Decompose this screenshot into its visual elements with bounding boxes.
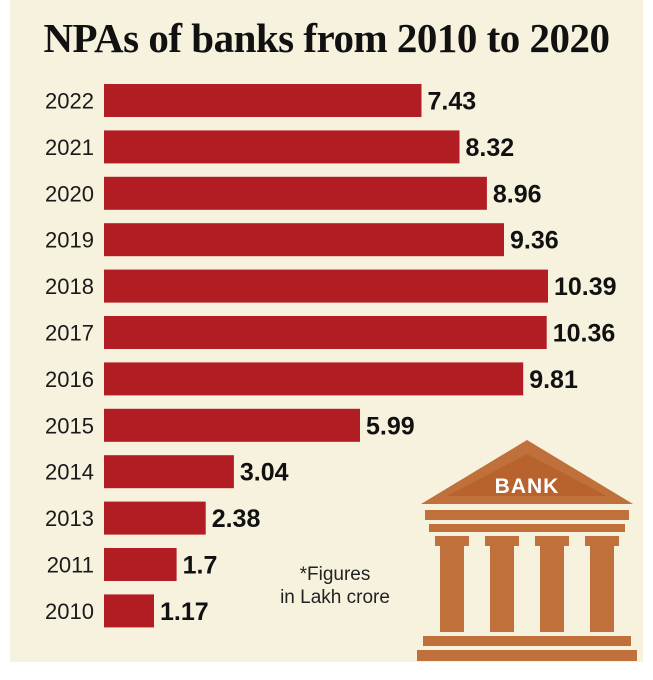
bar-value-label: 9.81: [529, 366, 578, 394]
bar: [104, 548, 177, 581]
bar-value-label: 2.38: [212, 505, 261, 533]
bank-column-capital: [485, 536, 519, 546]
year-tick-label: 2019: [45, 228, 94, 253]
bank-label: BANK: [495, 475, 560, 498]
figures-note: *Figures in Lakh crore: [262, 563, 408, 609]
bar: [104, 176, 487, 210]
bar-value-label: 3.04: [240, 459, 289, 487]
bank-column: [540, 546, 564, 632]
bank-frieze: [429, 524, 625, 532]
bar-value-label: 8.96: [493, 180, 542, 208]
year-tick-label: 2020: [45, 181, 94, 206]
bar: [104, 455, 234, 489]
bar: [104, 130, 460, 164]
year-tick-label: 2010: [45, 599, 94, 624]
bar-value-label: 8.32: [466, 134, 515, 162]
year-tick-label: 2016: [45, 367, 94, 392]
bank-column-capital: [535, 536, 569, 546]
chart-title: NPAs of banks from 2010 to 2020: [43, 15, 610, 61]
bar: [104, 269, 548, 303]
bank-column-capital: [435, 536, 469, 546]
bar-value-label: 5.99: [366, 412, 415, 440]
bank-column: [490, 546, 514, 632]
bar-value-label: 7.43: [428, 88, 477, 116]
bank-column-capital: [585, 536, 619, 546]
year-tick-label: 2013: [45, 506, 94, 531]
bar: [104, 362, 524, 396]
bar-value-label: 9.36: [510, 227, 559, 255]
bar: [104, 594, 154, 628]
bank-column: [590, 546, 614, 632]
bar-value-label: 10.36: [553, 320, 616, 348]
bar: [104, 223, 504, 257]
figures-note-line-2: in Lakh crore: [280, 587, 390, 608]
year-tick-label: 2015: [45, 413, 94, 438]
bank-base-step: [423, 636, 631, 646]
bar: [104, 316, 547, 349]
year-tick-label: 2014: [45, 460, 94, 485]
year-tick-label: 2017: [45, 321, 94, 346]
bar: [104, 408, 360, 442]
bank-icon: BANK: [417, 440, 637, 661]
year-tick-label: 2011: [47, 553, 94, 578]
figures-note-line-1: *Figures: [299, 564, 371, 585]
bar-value-label: 10.39: [554, 273, 617, 301]
year-tick-label: 2018: [45, 274, 94, 299]
bank-base: [417, 650, 637, 661]
bar: [104, 84, 422, 117]
bank-column: [440, 546, 464, 632]
bar-value-label: 1.17: [160, 598, 209, 626]
year-tick-label: 2022: [45, 89, 94, 114]
bar: [104, 501, 206, 535]
bank-roof-inner: [447, 454, 607, 496]
bank-beam: [425, 510, 629, 520]
year-tick-label: 2021: [45, 135, 94, 160]
bar-value-label: 1.7: [183, 552, 218, 580]
